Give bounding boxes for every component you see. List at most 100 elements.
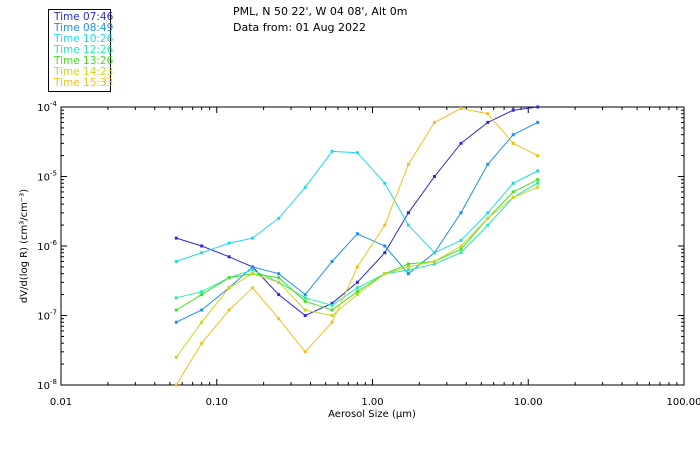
data-point [330,314,334,317]
x-tick-label: 0.10 [206,397,228,408]
data-point [383,251,387,255]
data-point [406,162,410,166]
data-point [433,251,436,255]
data-point [433,120,436,124]
data-point [200,293,204,297]
y-tick-label: 10-4 [37,100,57,114]
chart-header: PML, N 50 22', W 04 08', Alt 0m Data fro… [233,4,407,36]
data-point [330,149,334,153]
data-point [303,308,307,312]
data-point [433,262,436,266]
data-point [536,169,540,173]
legend-entry: Time 14:23 [54,66,114,78]
y-tick-label: 10-5 [37,170,57,184]
legend-entry: Time 07:46 [54,11,114,23]
data-point [200,244,204,248]
data-point [486,223,490,227]
series-layer [174,105,540,387]
data-point [200,251,204,255]
data-point [227,241,231,245]
data-point [536,154,540,158]
data-point [536,120,540,124]
data-point [355,232,359,236]
legend-entry: Time 15:33 [54,77,114,89]
data-point [277,317,281,321]
data-point [303,314,307,317]
data-point [355,265,359,269]
data-point [251,268,255,272]
data-point [459,141,463,145]
y-tick-label: 10-8 [37,378,57,392]
legend-entry: Time 12:26 [54,44,114,56]
data-point [486,216,490,220]
data-point [200,341,204,345]
y-tick-label: 10-7 [37,309,57,323]
ticks-layer: 0.01 0.10 1.00 10.00 100.00 10-8 10-7 10-6 10-5 1… [37,100,700,408]
data-point [303,299,307,303]
data-point [303,185,307,189]
data-point [355,290,359,294]
data-point [511,181,515,185]
data-point [355,280,359,284]
data-point [303,293,307,297]
data-point [486,112,490,116]
data-point [200,320,204,324]
data-point [406,211,410,215]
data-point [227,255,231,259]
data-point [277,293,281,297]
data-point [511,108,515,112]
data-point [227,286,231,290]
data-point [459,211,463,215]
data-point [330,301,334,305]
data-point [459,107,463,110]
data-point [174,308,178,312]
data-point [277,276,281,280]
data-point [174,383,178,387]
y-tick-label: 10-6 [37,239,57,253]
data-point [511,141,515,145]
data-point [536,185,540,189]
location-line: PML, N 50 22', W 04 08', Alt 0m [233,5,408,18]
data-point [406,223,410,227]
plot-frame [60,106,685,386]
legend-entry: Time 10:26 [54,33,114,45]
data-point [174,259,178,263]
data-point [277,280,281,284]
data-point [406,265,410,269]
data-point [174,296,178,300]
data-point [251,236,255,240]
data-point [536,105,540,109]
data-point [330,259,334,263]
data-point [383,181,387,185]
data-point [511,133,515,137]
legend-entry: Time 08:49 [54,22,114,34]
data-point [303,296,307,300]
data-point [486,120,490,124]
x-axis-label: Aerosol Size (µm) [328,409,416,420]
data-point [433,259,436,263]
data-point [406,272,410,276]
data-point [433,175,436,178]
data-point [227,308,231,312]
data-point [459,239,463,242]
data-point [174,355,178,359]
data-point [174,320,178,324]
data-point [536,181,540,185]
data-point [459,251,463,255]
data-point [277,216,281,220]
data-point [251,272,255,276]
x-tick-label: 10.00 [514,397,543,408]
data-point [200,290,204,294]
data-point [511,195,515,199]
data-point [355,286,359,290]
data-point [251,286,255,290]
data-point [330,320,334,324]
data-point [459,247,463,251]
x-tick-label: 1.00 [361,397,383,408]
legend: Time 07:46 Time 08:49 Time 10:26 Time 12:26… [48,9,114,92]
data-point [383,272,387,276]
data-point [251,265,255,269]
data-point [536,178,540,182]
data-point [406,262,410,266]
